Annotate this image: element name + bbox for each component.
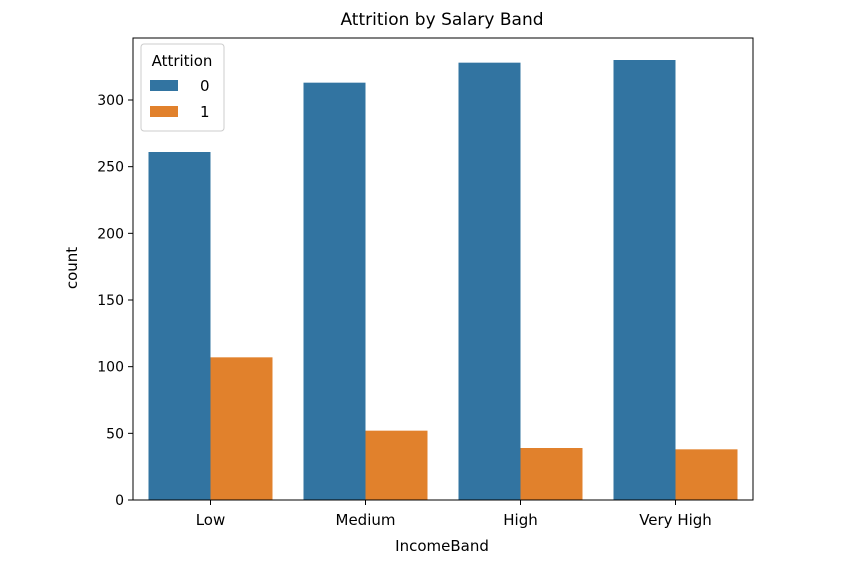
bar-medium-attrition-0 <box>303 82 366 501</box>
y-axis: 0 50 100 150 200 250 300 <box>97 93 133 509</box>
legend-swatch-1 <box>150 106 178 117</box>
bar-low-attrition-0 <box>148 152 211 500</box>
legend-label-1: 1 <box>200 103 210 121</box>
bars <box>148 60 738 501</box>
y-tick-label: 100 <box>97 360 124 376</box>
x-tick-label: Medium <box>336 511 396 529</box>
y-tick-label: 150 <box>97 293 124 309</box>
chart-title: Attrition by Salary Band <box>340 10 543 30</box>
y-tick-label: 250 <box>97 160 124 176</box>
bar-high-attrition-0 <box>458 62 521 501</box>
legend-title: Attrition <box>152 52 213 70</box>
y-tick-label: 0 <box>115 493 124 509</box>
x-tick-label: Low <box>196 511 226 529</box>
x-axis-label: IncomeBand <box>395 537 489 555</box>
legend-swatch-0 <box>150 80 178 91</box>
legend: Attrition 0 1 <box>140 43 225 132</box>
bar-high-attrition-1 <box>520 448 583 500</box>
x-tick-label: High <box>503 511 537 529</box>
y-tick-label: 200 <box>97 226 124 242</box>
bar-very-high-attrition-0 <box>613 60 676 500</box>
y-axis-label: count <box>63 247 81 289</box>
bar-low-attrition-1 <box>210 357 273 500</box>
bar-very-high-attrition-1 <box>675 449 738 500</box>
legend-label-0: 0 <box>200 77 210 95</box>
bar-medium-attrition-1 <box>365 430 428 500</box>
plot-frame <box>132 37 754 501</box>
y-tick-label: 300 <box>97 93 124 109</box>
y-tick-label: 50 <box>106 426 124 442</box>
x-axis: Low Medium High Very High <box>132 37 754 529</box>
x-tick-label: Very High <box>639 511 712 529</box>
